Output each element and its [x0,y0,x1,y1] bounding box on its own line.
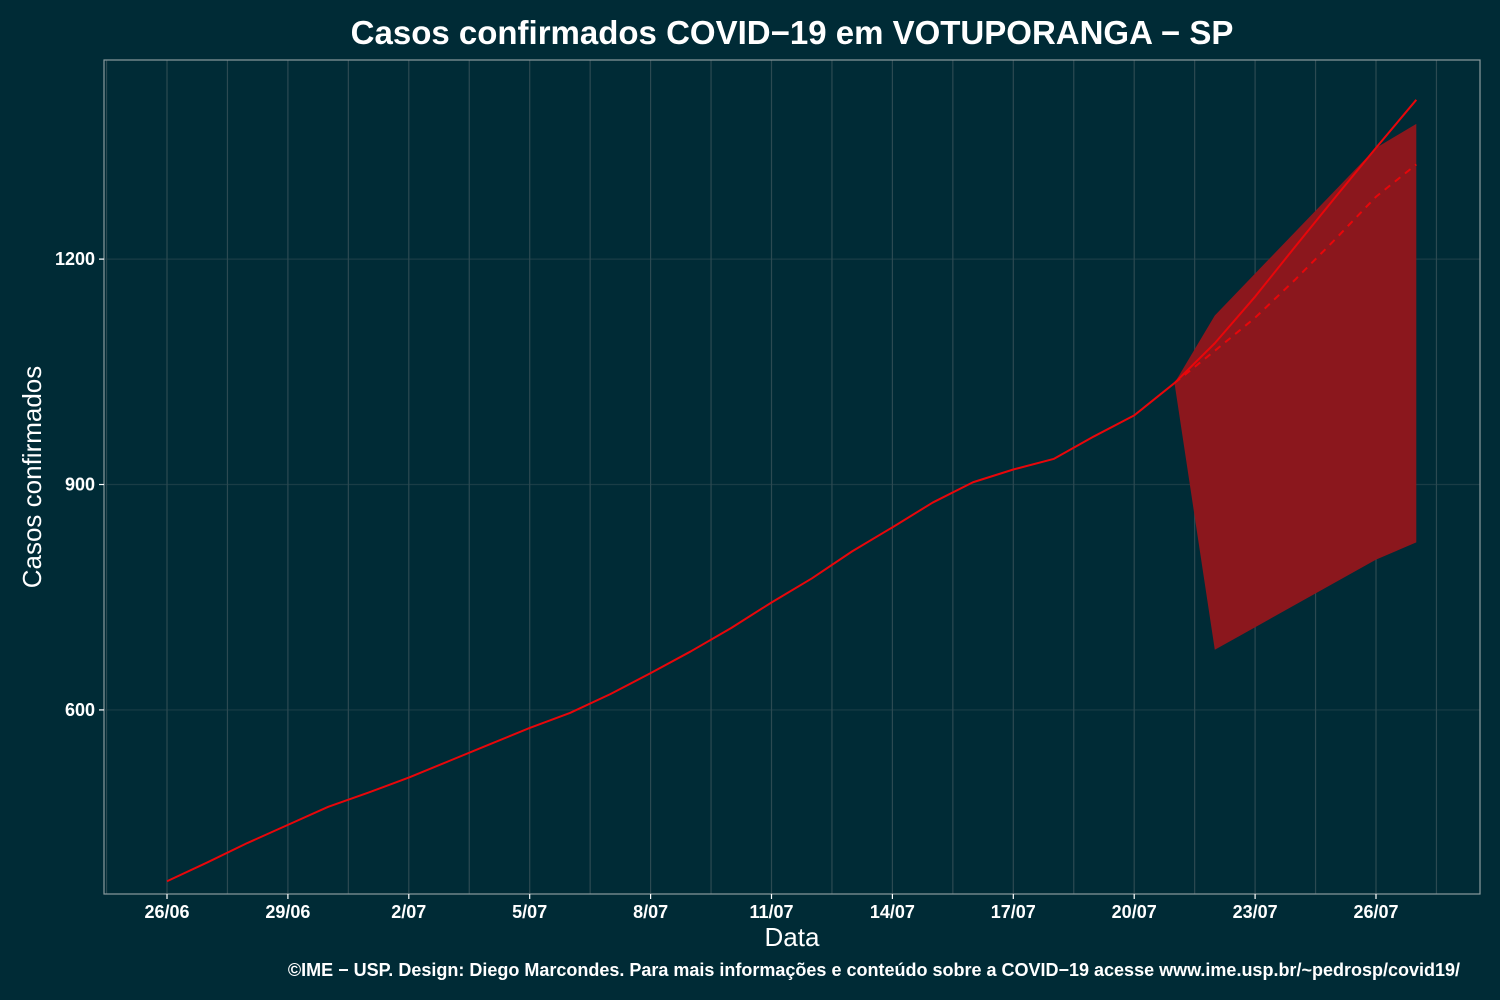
x-tick-label: 20/07 [1112,902,1157,922]
y-tick-label: 600 [65,700,95,720]
x-tick-label: 23/07 [1233,902,1278,922]
series-line-solid [166,99,1418,883]
x-axis-title: Data [765,922,820,952]
x-tick-label: 2/07 [391,902,426,922]
x-tick-label: 14/07 [870,902,915,922]
ribbon-layer [1174,123,1417,650]
series-layer [166,99,1418,883]
x-tick-label: 11/07 [749,902,793,922]
plot-panel-border [103,59,1481,895]
grid-layer [104,60,1480,894]
x-tick-label: 17/07 [991,902,1036,922]
x-tick-label: 5/07 [512,902,547,922]
x-tick-label: 26/06 [144,902,189,922]
chart-caption: ©IME − USP. Design: Diego Marcondes. Par… [288,960,1460,980]
x-tick-label: 26/07 [1353,902,1398,922]
y-tick-label: 900 [65,475,95,495]
y-axis-title: Casos confirmados [17,366,47,589]
x-tick-label: 8/07 [633,902,668,922]
chart-title: Casos confirmados COVID−19 em VOTUPORANG… [351,14,1234,51]
x-tick-label: 29/06 [265,902,310,922]
ticks-layer: 26/06 29/06 2/07 5/07 8/07 11/07 14/07 17/07 20/… [55,249,1399,922]
y-tick-label: 1200 [55,249,95,269]
series-line-dashed [1173,163,1417,384]
prediction-ribbon [1174,123,1417,650]
